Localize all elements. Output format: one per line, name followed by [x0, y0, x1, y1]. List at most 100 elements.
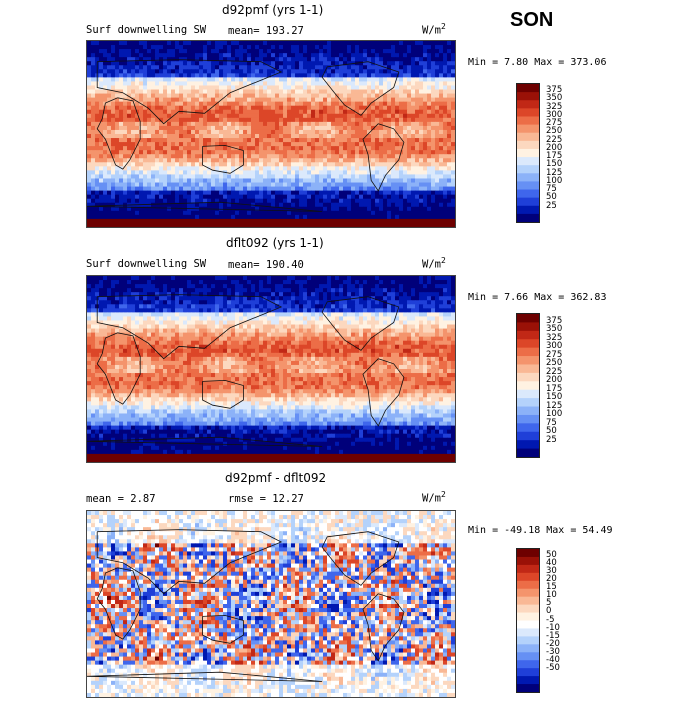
map-cell [139, 215, 144, 220]
map-cell [203, 61, 208, 66]
map-cell [143, 45, 148, 50]
map-cell [323, 146, 328, 151]
map-cell [415, 280, 420, 285]
map-cell [247, 138, 252, 143]
map-cell [151, 199, 156, 204]
map-cell [407, 203, 412, 208]
map-cell [95, 199, 100, 204]
map-cell [335, 130, 340, 135]
map-cell [107, 138, 112, 143]
map-cell [255, 150, 260, 155]
map-cell [251, 77, 256, 82]
map-cell [419, 146, 424, 151]
map-cell [223, 81, 228, 86]
map-cell [451, 288, 455, 293]
map-cell [119, 304, 124, 309]
map-cell [227, 45, 232, 50]
map-cell [87, 154, 92, 159]
map-cell [343, 199, 348, 204]
map-cell [247, 170, 252, 175]
map-cell [235, 45, 240, 50]
map-cell [215, 61, 220, 66]
map-cell [215, 146, 220, 151]
map-cell [131, 81, 136, 86]
map-cell [191, 154, 196, 159]
map-cell [367, 122, 372, 127]
map-cell [215, 191, 220, 196]
map-cell [419, 61, 424, 66]
map-cell [355, 130, 360, 135]
map-cell [371, 53, 376, 58]
map-cell [375, 73, 380, 78]
map-cell [183, 130, 188, 135]
map-cell [395, 191, 400, 196]
map-cell [175, 45, 180, 50]
map-cell [427, 73, 432, 78]
map-cell [151, 154, 156, 159]
map-cell [187, 53, 192, 58]
map-cell [119, 41, 124, 46]
map-cell [319, 45, 324, 50]
map-cell [155, 304, 160, 309]
map-cell [431, 90, 436, 95]
map-cell [319, 106, 324, 111]
map-cell [443, 178, 448, 183]
map-cell [263, 170, 268, 175]
map-cell [271, 118, 276, 123]
map-cell [375, 150, 380, 155]
map-cell [383, 276, 388, 281]
map-cell [315, 77, 320, 82]
map-cell [339, 114, 344, 119]
map-cell [407, 187, 412, 192]
map-cell [303, 94, 308, 99]
map-cell [327, 284, 332, 289]
map-cell [439, 199, 444, 204]
map-cell [387, 174, 392, 179]
map-cell [323, 154, 328, 159]
map-cell [283, 45, 288, 50]
map-cell [275, 174, 280, 179]
map-cell [119, 288, 124, 293]
map-cell [183, 45, 188, 50]
map-cell [87, 134, 92, 139]
map-cell [423, 53, 428, 58]
map-cell [131, 77, 136, 82]
map-cell [371, 90, 376, 95]
map-cell [207, 81, 212, 86]
map-cell [283, 53, 288, 58]
map-cell [335, 280, 340, 285]
map-cell [407, 183, 412, 188]
map-cell [447, 138, 452, 143]
map-cell [251, 85, 256, 90]
map-cell [267, 223, 272, 227]
map-cell [271, 288, 276, 293]
map-cell [167, 85, 172, 90]
map-cell [347, 138, 352, 143]
map-cell [355, 219, 360, 224]
map-cell [135, 223, 140, 227]
map-cell [231, 150, 236, 155]
map-cell [379, 146, 384, 151]
map-cell [211, 292, 216, 297]
map-cell [415, 94, 420, 99]
map-cell [263, 126, 268, 131]
map-cell [123, 122, 128, 127]
map-cell [415, 57, 420, 62]
map-cell [207, 134, 212, 139]
map-cell [159, 85, 164, 90]
map-cell [391, 292, 396, 297]
map-cell [107, 207, 112, 212]
map-cell [203, 150, 208, 155]
map-cell [167, 195, 172, 200]
map-cell [255, 57, 260, 62]
map-cell [199, 114, 204, 119]
map-cell [303, 69, 308, 74]
map-cell [363, 203, 368, 208]
map-cell [359, 304, 364, 309]
map-cell [295, 191, 300, 196]
map-cell [371, 219, 376, 224]
map-cell [231, 41, 236, 46]
map-cell [183, 41, 188, 46]
map-cell [103, 49, 108, 54]
map-cell [379, 288, 384, 293]
